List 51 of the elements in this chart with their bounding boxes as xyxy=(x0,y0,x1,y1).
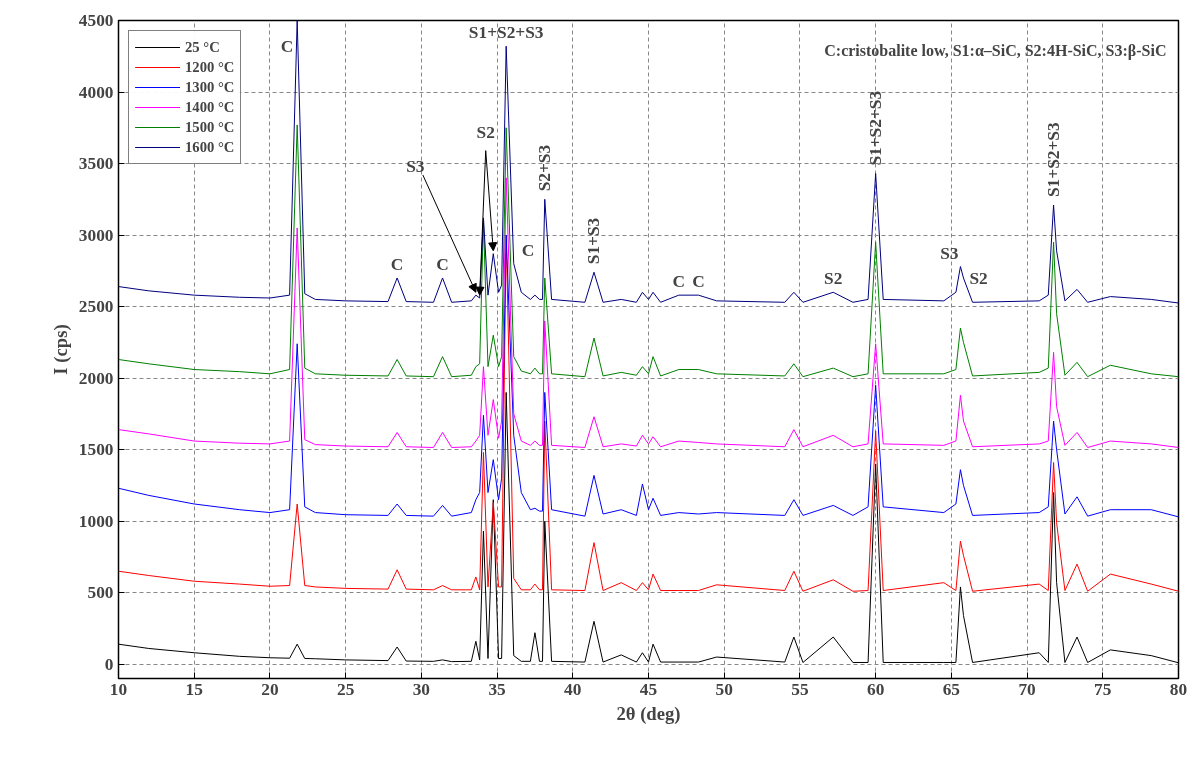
annotation: C xyxy=(672,272,686,292)
annotation: C xyxy=(436,254,449,274)
annotation: S1+S2+S3 xyxy=(468,23,544,43)
annotation: S1+S3 xyxy=(584,217,604,265)
x-tick-label: 60 xyxy=(866,679,885,699)
x-tick-label: 55 xyxy=(791,679,809,699)
y-tick-label: 4500 xyxy=(78,11,114,30)
annotation: S2 xyxy=(824,269,843,289)
annotation: C:cristobalite low, S1:α–SiC, S2:4H-SiC, S3:β-SiC xyxy=(824,41,1167,60)
x-tick-label: 20 xyxy=(261,679,279,699)
x-tick-label: 45 xyxy=(639,679,658,699)
y-tick-label: 1000 xyxy=(78,511,114,531)
annotation: C xyxy=(692,272,705,292)
y-tick-label: 3000 xyxy=(78,225,114,245)
annotation: S2+S3 xyxy=(535,144,555,192)
annotation: S3 xyxy=(940,243,959,263)
y-axis-title: I (cps) xyxy=(49,324,72,375)
line-series xyxy=(118,20,1179,304)
x-tick-label: 40 xyxy=(564,679,582,699)
annotation: S2 xyxy=(476,122,495,142)
legend-label: 1400 °C xyxy=(185,98,235,116)
y-tick-label: 4000 xyxy=(78,82,114,102)
x-tick-label: 35 xyxy=(488,679,507,699)
x-tick-label: 80 xyxy=(1169,679,1188,699)
x-axis-title: 2θ (deg) xyxy=(616,702,681,725)
y-tick-label: 2500 xyxy=(78,297,114,317)
annotation: S1+S2+S3 xyxy=(1044,122,1064,198)
annotation: S2 xyxy=(969,268,988,288)
annotation: S1+S2+S3 xyxy=(866,90,886,166)
legend-label: 25 °C xyxy=(185,38,220,56)
annotation: C xyxy=(521,240,535,260)
y-tick-label: 0 xyxy=(104,654,114,674)
x-tick-label: 10 xyxy=(109,679,128,699)
legend-label: 1300 °C xyxy=(185,78,235,96)
legend-label: 1200 °C xyxy=(185,58,235,76)
x-tick-label: 30 xyxy=(412,679,431,699)
x-tick-label: 65 xyxy=(942,679,961,699)
x-tick-label: 15 xyxy=(185,679,204,699)
y-tick-label: 3500 xyxy=(78,154,114,174)
y-tick-label: 2000 xyxy=(78,368,114,388)
legend-label: 1600 °C xyxy=(185,138,235,156)
annotation: C xyxy=(280,36,294,56)
legend-label: 1500 °C xyxy=(185,118,235,136)
annotation: C xyxy=(390,254,404,274)
annotation: S3 xyxy=(406,156,425,176)
x-tick-label: 50 xyxy=(715,679,733,699)
y-tick-label: 500 xyxy=(87,583,114,603)
x-tick-label: 25 xyxy=(336,679,355,699)
x-tick-label: 75 xyxy=(1094,679,1112,699)
y-tick-label: 1500 xyxy=(78,440,114,460)
x-tick-label: 70 xyxy=(1018,679,1036,699)
